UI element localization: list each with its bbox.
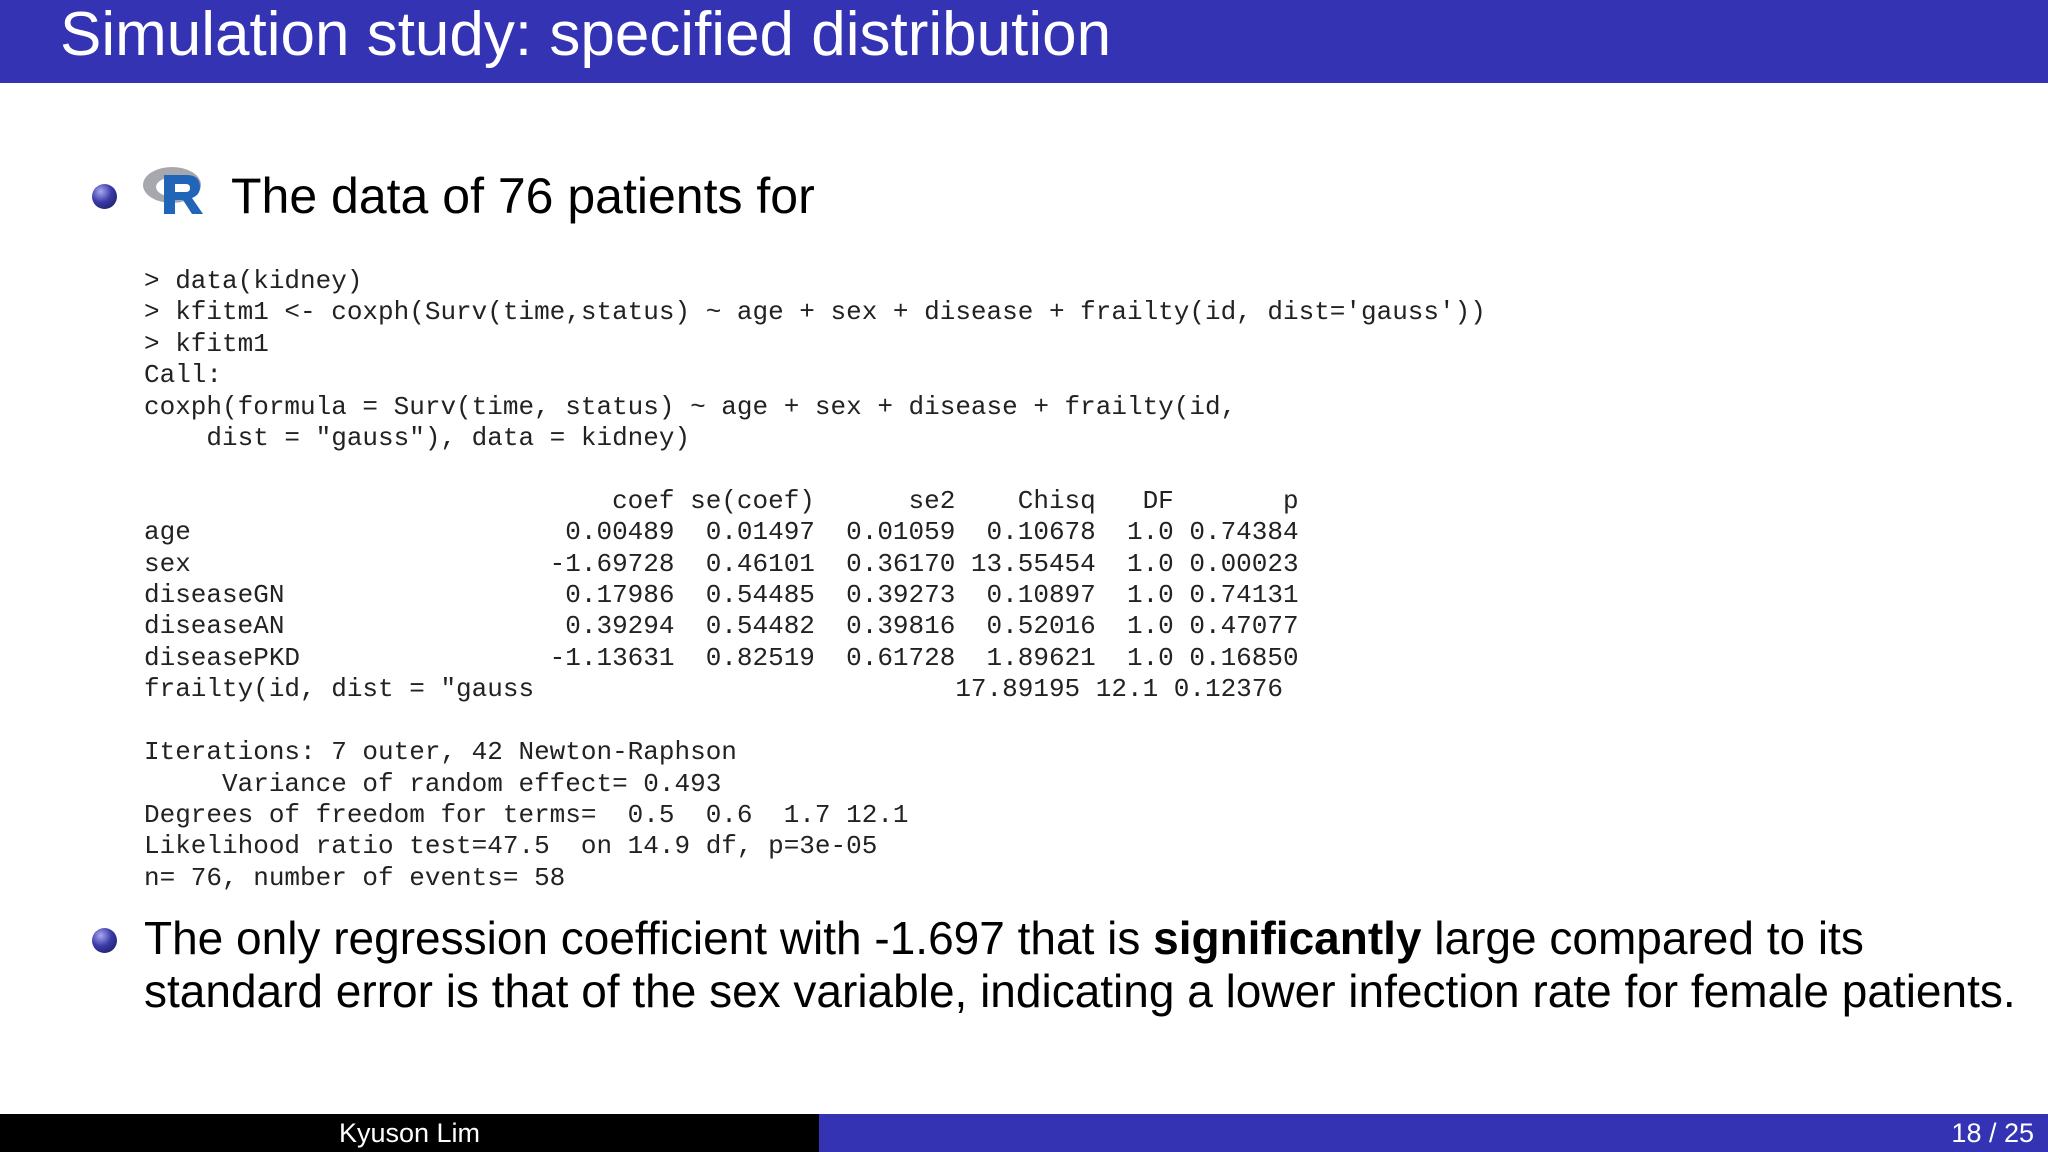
ball-bullet-icon bbox=[92, 184, 117, 209]
r-console-output: > data(kidney) > kfitm1 <- coxph(Surv(ti… bbox=[144, 266, 1486, 894]
code-line: age 0.00489 0.01497 0.01059 0.10678 1.0 … bbox=[144, 517, 1299, 548]
code-line: Variance of random effect= 0.493 bbox=[144, 768, 722, 799]
code-line: Call: bbox=[144, 360, 223, 391]
ball-bullet-icon bbox=[92, 928, 117, 953]
code-line: coxph(formula = Surv(time, status) ~ age… bbox=[144, 391, 1237, 422]
code-line: Likelihood ratio test=47.5 on 14.9 df, p… bbox=[144, 831, 878, 862]
code-line: dist = "gauss"), data = kidney) bbox=[144, 423, 691, 454]
footer-author-panel bbox=[0, 1114, 819, 1152]
bullet-2-after: large compared to its standard error is … bbox=[144, 912, 2016, 1017]
r-logo-icon bbox=[143, 167, 203, 214]
code-line: diseaseAN 0.39294 0.54482 0.39816 0.5201… bbox=[144, 611, 1299, 642]
title-bar: Simulation study: specified distribution bbox=[0, 0, 2048, 83]
code-line: > data(kidney) bbox=[144, 266, 363, 296]
bullet-1-text: The data of 76 patients for bbox=[231, 168, 815, 224]
slide-title: Simulation study: specified distribution bbox=[60, 0, 1112, 69]
code-line bbox=[144, 706, 160, 736]
bullet-2-emphasis: significantly bbox=[1153, 912, 1422, 964]
footer-page-panel bbox=[819, 1114, 2048, 1152]
code-line: Degrees of freedom for terms= 0.5 0.6 1.… bbox=[144, 799, 909, 830]
code-line: diseasePKD -1.13631 0.82519 0.61728 1.89… bbox=[144, 642, 1299, 673]
code-line: frailty(id, dist = "gauss 17.89195 12.1 … bbox=[144, 674, 1283, 705]
code-line: > kfitm1 bbox=[144, 328, 269, 359]
code-line: coef se(coef) se2 Chisq DF p bbox=[144, 485, 1299, 516]
code-line: > kfitm1 <- coxph(Surv(time,status) ~ ag… bbox=[144, 297, 1486, 328]
footer-author: Kyuson Lim bbox=[338, 1118, 481, 1148]
footer-page-number: 18 / 25 bbox=[1951, 1118, 2034, 1148]
code-line: diseaseGN 0.17986 0.54485 0.39273 0.1089… bbox=[144, 580, 1299, 611]
code-line: n= 76, number of events= 58 bbox=[144, 862, 566, 893]
code-line bbox=[144, 454, 160, 484]
code-line: sex -1.69728 0.46101 0.36170 13.55454 1.… bbox=[144, 548, 1299, 579]
bullet-2-text: The only regression coefficient with -1.… bbox=[144, 912, 2024, 1018]
code-line: Iterations: 7 outer, 42 Newton-Raphson bbox=[144, 737, 737, 768]
bullet-2-before: The only regression coefficient with -1.… bbox=[144, 912, 1154, 964]
